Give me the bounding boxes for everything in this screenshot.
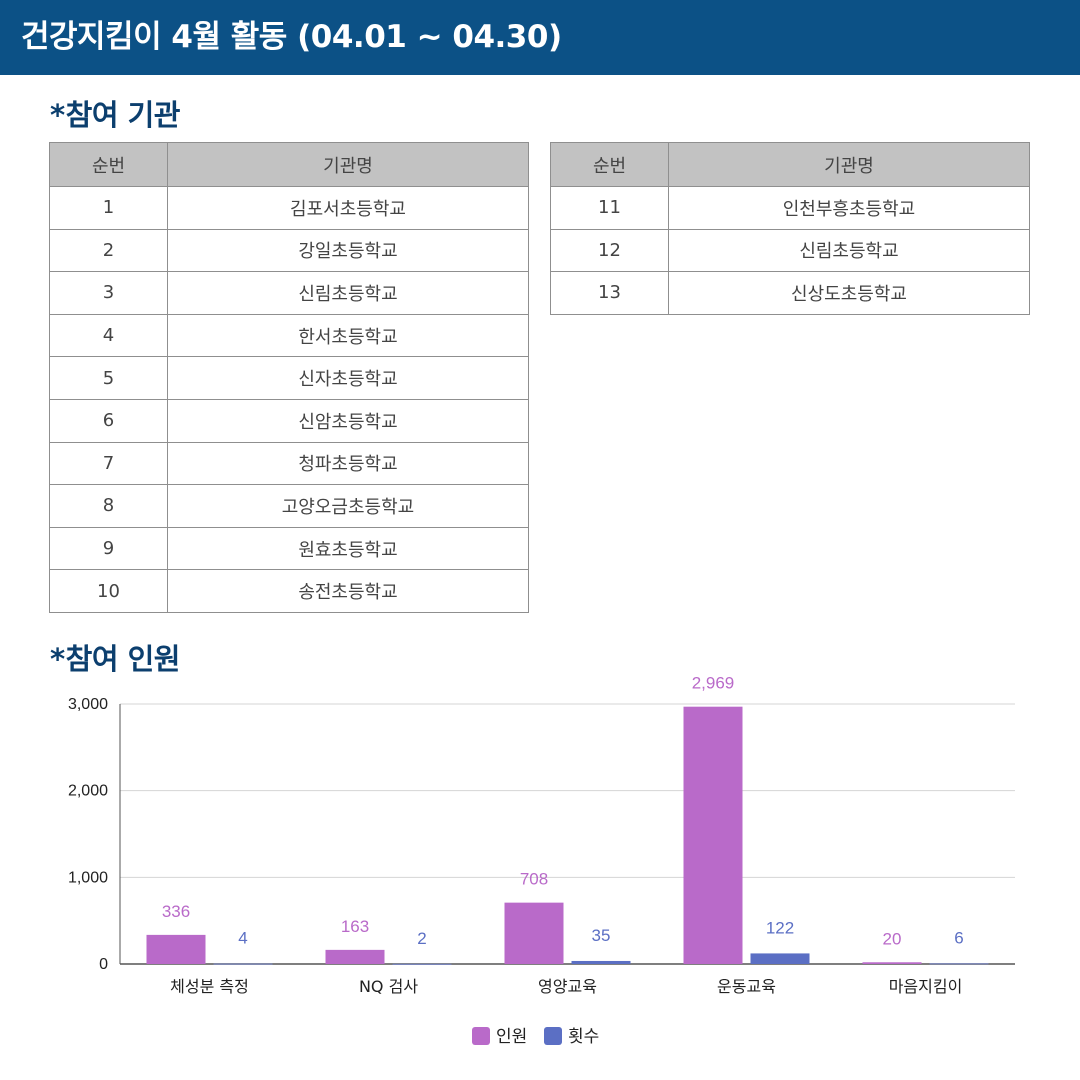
y-tick-label: 2,000 <box>68 783 108 800</box>
row-number: 9 <box>49 526 168 571</box>
data-label: 35 <box>592 926 611 945</box>
bar-people <box>683 706 743 964</box>
legend-label: 횟수 <box>568 1027 599 1047</box>
table-header-row: 순번 기관명 <box>550 142 1030 187</box>
legend-swatch <box>472 1027 490 1045</box>
bar-count <box>571 960 631 964</box>
data-label: 4 <box>238 929 247 948</box>
table-header-row: 순번 기관명 <box>49 142 529 187</box>
row-org-name: 신자초등학교 <box>167 356 529 400</box>
bar-count <box>929 963 989 965</box>
row-number: 7 <box>49 441 168 486</box>
x-tick-label: 체성분 측정 <box>170 977 249 996</box>
section-title-people: *참여 인원 <box>50 636 181 678</box>
y-tick-label: 0 <box>99 956 108 973</box>
row-org-name: 원효초등학교 <box>167 526 529 571</box>
table-row: 9 원효초등학교 <box>49 526 529 571</box>
bar-count <box>213 963 273 965</box>
row-number: 10 <box>49 569 168 613</box>
row-org-name: 신상도초등학교 <box>668 271 1030 315</box>
table-row: 1 김포서초등학교 <box>49 186 529 230</box>
bar-people <box>862 962 922 964</box>
bar-count <box>392 963 452 965</box>
column-header-num: 순번 <box>49 142 168 187</box>
row-number: 3 <box>49 271 168 315</box>
y-tick-label: 3,000 <box>68 696 108 713</box>
row-org-name: 인천부흥초등학교 <box>668 186 1030 230</box>
bar-chart: 0 1,000 2,000 3,000 336 4 체성분 측정 163 2 NQ 검사 708 35… <box>68 674 1015 1047</box>
row-org-name: 김포서초등학교 <box>167 186 529 230</box>
star-icon: * <box>50 98 65 132</box>
row-org-name: 신림초등학교 <box>668 228 1030 273</box>
data-label: 6 <box>954 928 963 947</box>
row-number: 13 <box>550 271 669 315</box>
table-row: 10 송전초등학교 <box>49 569 529 613</box>
bar-people <box>325 949 385 964</box>
table-row: 13 신상도초등학교 <box>550 271 1030 315</box>
star-icon: * <box>50 642 65 676</box>
data-label: 2,969 <box>692 674 735 693</box>
table-row: 7 청파초등학교 <box>49 441 529 486</box>
table-row: 11 인천부흥초등학교 <box>550 186 1030 230</box>
row-number: 4 <box>49 313 168 358</box>
table-row: 5 신자초등학교 <box>49 356 529 400</box>
row-org-name: 송전초등학교 <box>167 569 529 613</box>
x-tick-label: 영양교육 <box>538 977 597 996</box>
data-label: 708 <box>520 870 548 889</box>
row-org-name: 고양오금초등학교 <box>167 484 529 528</box>
x-tick-label: 운동교육 <box>717 977 776 996</box>
page-title: 건강지킴이 4월 활동 (04.01 ~ 04.30) <box>21 19 562 55</box>
section-title-people-text: 참여 인원 <box>65 642 181 676</box>
page-header: 건강지킴이 4월 활동 (04.01 ~ 04.30) <box>0 0 1080 75</box>
bar-count <box>750 953 810 964</box>
section-title-orgs: *참여 기관 <box>50 92 181 134</box>
data-label: 122 <box>766 918 794 937</box>
row-number: 2 <box>49 228 168 273</box>
org-table-right: 순번 기관명 11 인천부흥초등학교 12 신림초등학교 13 신상도초등학교 <box>550 142 1030 315</box>
x-tick-label: 마음지킴이 <box>889 977 963 996</box>
bar-people <box>504 902 564 964</box>
row-org-name: 한서초등학교 <box>167 313 529 358</box>
column-header-num: 순번 <box>550 142 669 187</box>
data-label: 2 <box>417 929 426 948</box>
row-org-name: 청파초등학교 <box>167 441 529 486</box>
column-header-name: 기관명 <box>668 142 1030 187</box>
table-row: 12 신림초등학교 <box>550 228 1030 273</box>
row-number: 1 <box>49 186 168 230</box>
row-number: 11 <box>550 186 669 230</box>
y-tick-label: 1,000 <box>68 869 108 886</box>
row-org-name: 신림초등학교 <box>167 271 529 315</box>
row-number: 6 <box>49 398 168 443</box>
row-number: 5 <box>49 356 168 400</box>
table-row: 3 신림초등학교 <box>49 271 529 315</box>
table-row: 4 한서초등학교 <box>49 313 529 358</box>
table-row: 2 강일초등학교 <box>49 228 529 273</box>
table-row: 6 신암초등학교 <box>49 398 529 443</box>
row-org-name: 신암초등학교 <box>167 398 529 443</box>
section-title-orgs-text: 참여 기관 <box>65 98 181 132</box>
table-row: 8 고양오금초등학교 <box>49 484 529 528</box>
legend-swatch <box>544 1027 562 1045</box>
column-header-name: 기관명 <box>167 142 529 187</box>
row-org-name: 강일초등학교 <box>167 228 529 273</box>
data-label: 163 <box>341 917 369 936</box>
bar-people <box>146 934 206 964</box>
data-label: 336 <box>162 902 190 921</box>
row-number: 8 <box>49 484 168 528</box>
data-label: 20 <box>883 929 902 948</box>
org-table-left: 순번 기관명 1 김포서초등학교 2 강일초등학교 3 신림초등학교 4 한서초등학교 5 신자초… <box>49 142 529 613</box>
x-tick-label: NQ 검사 <box>359 977 418 996</box>
legend-label: 인원 <box>496 1027 527 1047</box>
row-number: 12 <box>550 228 669 273</box>
